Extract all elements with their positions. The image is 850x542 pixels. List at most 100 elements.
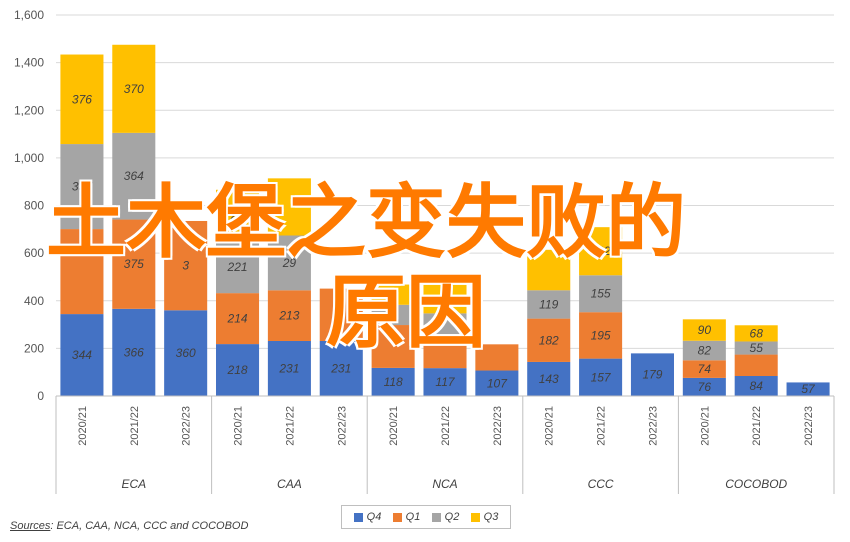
y-tick-label: 1,400	[14, 56, 44, 70]
bar-segment-q1	[267, 290, 311, 341]
data-label: 344	[72, 348, 92, 362]
legend-label-q2: Q2	[444, 511, 460, 523]
data-label: 376	[72, 92, 92, 106]
y-tick-label: 1,000	[14, 151, 44, 165]
x-tick-label: 2022/23	[336, 406, 348, 446]
source-note: Sources: ECA, CAA, NCA, CCC and COCOBOD	[10, 520, 248, 532]
x-tick-label: 2020/21	[233, 406, 245, 446]
legend-label-q1: Q1	[405, 511, 421, 523]
bar-segment-q4	[319, 340, 363, 396]
data-label: 57	[801, 382, 816, 396]
bar-segment-q3	[682, 319, 726, 341]
data-label: 90	[698, 323, 712, 337]
bar-segment-q4	[371, 367, 415, 396]
bar-segment-q1	[579, 312, 623, 359]
bar-segment-q1	[734, 354, 778, 376]
x-tick-label: 2020/21	[699, 406, 711, 446]
source-text: : ECA, CAA, NCA, CCC and COCOBOD	[50, 520, 249, 532]
x-tick-label: 2022/23	[181, 406, 193, 446]
legend-item-q1: Q1	[392, 511, 421, 523]
bar-segment-q3	[527, 249, 571, 291]
data-label: 107	[487, 376, 508, 390]
bar-segment-q2	[371, 304, 415, 326]
data-label: 119	[539, 297, 558, 311]
data-label: 202	[590, 244, 611, 258]
y-tick-label: 400	[24, 294, 44, 308]
data-label: 143	[539, 372, 559, 386]
bar-segment-q1	[60, 229, 104, 315]
data-label: 357	[72, 180, 93, 194]
legend-item-q4: Q4	[353, 511, 381, 523]
bar-segment-q4	[682, 377, 726, 396]
x-tick-label: 2021/22	[596, 406, 608, 446]
bar-segment-q3	[112, 44, 156, 133]
bar-segment-q3	[423, 284, 467, 314]
legend: Q4 Q1 Q2 Q3	[341, 505, 511, 529]
bar-segment-q3	[267, 178, 311, 236]
x-tick-label: 2021/22	[440, 406, 452, 446]
data-label: 375	[124, 257, 144, 271]
group-label: NCA	[432, 477, 457, 491]
group-label: COCOBOD	[725, 477, 787, 491]
bar-segment-q1	[164, 220, 208, 311]
bar-segment-q3	[734, 325, 778, 342]
bar-segment-q4	[423, 368, 467, 396]
bar-segment-q3	[60, 54, 104, 145]
bar-segment-q2	[734, 341, 778, 355]
y-tick-label: 0	[37, 389, 44, 403]
data-label: 117	[435, 375, 455, 389]
data-label: 118	[384, 375, 403, 389]
x-tick-label: 2021/22	[284, 406, 296, 446]
x-tick-label: 2020/21	[388, 406, 400, 446]
x-tick-label: 2020/21	[77, 406, 89, 446]
data-label: 360	[176, 346, 196, 360]
bar-segment-q1	[423, 339, 467, 369]
bar-segment-q2	[216, 240, 260, 294]
bar-segment-q4	[527, 361, 571, 396]
bar-segment-q1	[112, 219, 156, 309]
bar-segment-q4	[216, 344, 260, 396]
group-label: ECA	[121, 477, 146, 491]
bar-segment-q4	[112, 308, 156, 396]
data-label: 366	[124, 345, 144, 359]
data-label: 364	[124, 169, 144, 183]
x-tick-label: 2022/23	[492, 406, 504, 446]
bar-segment-q3	[371, 284, 415, 305]
source-label: Sources	[10, 520, 51, 532]
legend-item-q3: Q3	[470, 511, 499, 523]
bar-segment-q4	[786, 382, 830, 396]
legend-swatch-q1	[392, 512, 402, 522]
bar-segment-q2	[527, 290, 571, 319]
data-label: 157	[591, 370, 612, 384]
bar-segment-q1	[475, 344, 519, 371]
data-label: 231	[278, 361, 299, 375]
x-tick-label: 2021/22	[751, 406, 763, 446]
y-axis-ticks: 0 200 400 600 800 1,000 1,200 1,400 1,600	[14, 8, 44, 403]
data-label: 213	[278, 309, 299, 323]
y-tick-label: 1,200	[14, 103, 44, 117]
legend-swatch-q2	[431, 512, 441, 522]
bar-segment-q3	[579, 227, 623, 276]
data-label: 182	[539, 333, 559, 347]
bar-segment-q2	[423, 313, 467, 340]
legend-swatch-q4	[353, 512, 363, 522]
bar-segment-q1	[319, 288, 363, 341]
data-label: 74	[698, 362, 712, 376]
group-label: CCC	[588, 477, 614, 491]
data-label: 55	[750, 341, 764, 355]
x-tick-label: 2022/23	[803, 406, 815, 446]
y-tick-label: 800	[24, 199, 44, 213]
bar-segment-q4	[579, 358, 623, 396]
data-label: 76	[698, 380, 712, 394]
legend-label-q3: Q3	[483, 511, 499, 523]
data-label: 195	[591, 328, 611, 342]
bar-segment-q1	[682, 360, 726, 378]
data-labels: 344 357 376 366 375 364 370 360 3 218 214 221 21 231 2…	[72, 82, 816, 396]
bar-segment-q2	[267, 235, 311, 291]
bar-segment-q4	[60, 314, 104, 396]
bar-segment-q3	[216, 189, 260, 241]
bar-segment-q2	[112, 132, 156, 220]
x-tick-label: 2022/23	[647, 406, 659, 446]
y-tick-label: 1,600	[14, 8, 44, 22]
